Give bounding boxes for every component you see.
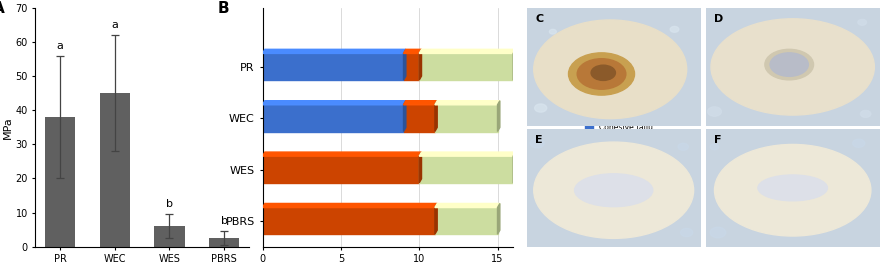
- Ellipse shape: [710, 144, 719, 150]
- Polygon shape: [403, 101, 406, 132]
- Ellipse shape: [714, 144, 871, 236]
- Bar: [435, 105, 498, 132]
- Polygon shape: [435, 101, 438, 132]
- Polygon shape: [403, 49, 406, 80]
- Bar: [263, 208, 435, 234]
- Bar: [263, 156, 419, 183]
- Polygon shape: [419, 152, 422, 183]
- Ellipse shape: [681, 229, 693, 237]
- Polygon shape: [263, 203, 438, 208]
- Ellipse shape: [568, 53, 635, 95]
- Polygon shape: [514, 49, 515, 80]
- Text: B: B: [217, 1, 229, 16]
- Bar: [403, 53, 419, 80]
- Bar: [435, 208, 498, 234]
- Bar: [210, 238, 240, 247]
- Ellipse shape: [857, 19, 866, 25]
- Polygon shape: [419, 49, 515, 53]
- Legend: Cohesive failu, Adhesive failu, Mixed failure: Cohesive failu, Adhesive failu, Mixed fa…: [583, 121, 655, 157]
- Polygon shape: [263, 101, 406, 105]
- Ellipse shape: [770, 53, 808, 76]
- Polygon shape: [263, 152, 422, 156]
- Text: a: a: [111, 20, 118, 30]
- Ellipse shape: [707, 107, 721, 116]
- Bar: [419, 156, 514, 183]
- Ellipse shape: [758, 175, 827, 201]
- Bar: [263, 53, 403, 80]
- Ellipse shape: [530, 139, 545, 148]
- Text: F: F: [714, 135, 722, 145]
- Ellipse shape: [591, 65, 615, 81]
- Bar: [263, 105, 403, 132]
- Ellipse shape: [549, 29, 556, 34]
- Polygon shape: [419, 49, 422, 80]
- Text: A: A: [0, 1, 4, 16]
- Polygon shape: [435, 203, 499, 208]
- Bar: [419, 53, 514, 80]
- Text: b: b: [166, 199, 173, 209]
- Ellipse shape: [678, 143, 689, 150]
- Text: a: a: [57, 41, 64, 51]
- Bar: [155, 226, 185, 247]
- Text: E: E: [536, 135, 543, 145]
- Polygon shape: [498, 203, 499, 234]
- Ellipse shape: [577, 59, 626, 89]
- Polygon shape: [263, 49, 406, 53]
- Polygon shape: [419, 152, 515, 156]
- Ellipse shape: [670, 26, 679, 32]
- Polygon shape: [435, 101, 499, 105]
- Ellipse shape: [535, 104, 547, 112]
- Ellipse shape: [710, 227, 726, 238]
- Text: D: D: [714, 14, 724, 24]
- Ellipse shape: [534, 142, 694, 238]
- Ellipse shape: [853, 139, 865, 147]
- Ellipse shape: [711, 19, 874, 115]
- Bar: [100, 93, 130, 247]
- Ellipse shape: [575, 174, 652, 207]
- Polygon shape: [403, 101, 438, 105]
- Bar: [403, 105, 435, 132]
- Ellipse shape: [765, 49, 813, 80]
- Ellipse shape: [860, 110, 871, 118]
- Polygon shape: [403, 49, 422, 53]
- Text: b: b: [221, 216, 228, 226]
- Polygon shape: [498, 101, 499, 132]
- Ellipse shape: [534, 20, 687, 119]
- Polygon shape: [514, 152, 515, 183]
- Polygon shape: [435, 203, 438, 234]
- Text: C: C: [536, 14, 544, 24]
- Bar: [45, 117, 75, 247]
- Y-axis label: MPa: MPa: [3, 116, 12, 139]
